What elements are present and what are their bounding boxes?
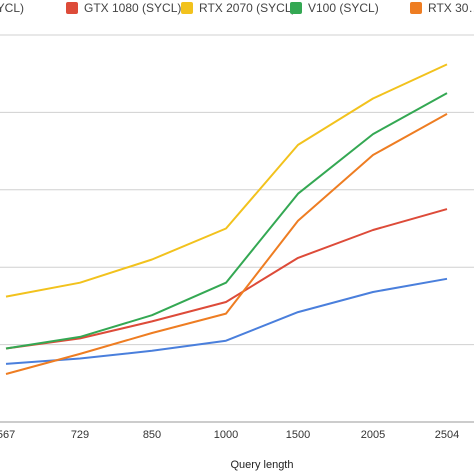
- x-tick-label: 567: [0, 429, 15, 441]
- x-tick-label: 2504: [435, 429, 459, 441]
- legend-swatch: [66, 2, 78, 14]
- legend-label: V100 (SYCL): [308, 1, 379, 15]
- legend-label: …50 (SYCL): [0, 1, 24, 15]
- x-tick-label: 1500: [286, 429, 310, 441]
- series-line-2: [5, 63, 448, 298]
- x-tick-label: 729: [71, 429, 89, 441]
- series-line-0: [5, 277, 448, 365]
- x-tick-label: 2005: [361, 429, 385, 441]
- legend-swatch: [181, 2, 193, 14]
- legend: …50 (SYCL) GTX 1080 (SYCL) RTX 2070 (SYCL)…: [0, 1, 474, 15]
- x-axis-ticks: 567 729 850 1000 1500 2005 2504: [0, 429, 459, 441]
- series-line-4: [5, 113, 448, 375]
- series-line-1: [5, 208, 448, 350]
- x-tick-label: 1000: [214, 429, 238, 441]
- legend-label: RTX 2070 (SYCL): [199, 1, 296, 15]
- legend-label: GTX 1080 (SYCL): [84, 1, 181, 15]
- series-line-3: [5, 92, 448, 350]
- gridlines: [0, 34, 474, 423]
- legend-swatch: [410, 2, 422, 14]
- legend-label: RTX 30…: [428, 1, 474, 15]
- x-axis-label: Query length: [231, 459, 294, 471]
- legend-swatch: [290, 2, 302, 14]
- series-lines: [5, 63, 448, 375]
- x-tick-label: 850: [143, 429, 161, 441]
